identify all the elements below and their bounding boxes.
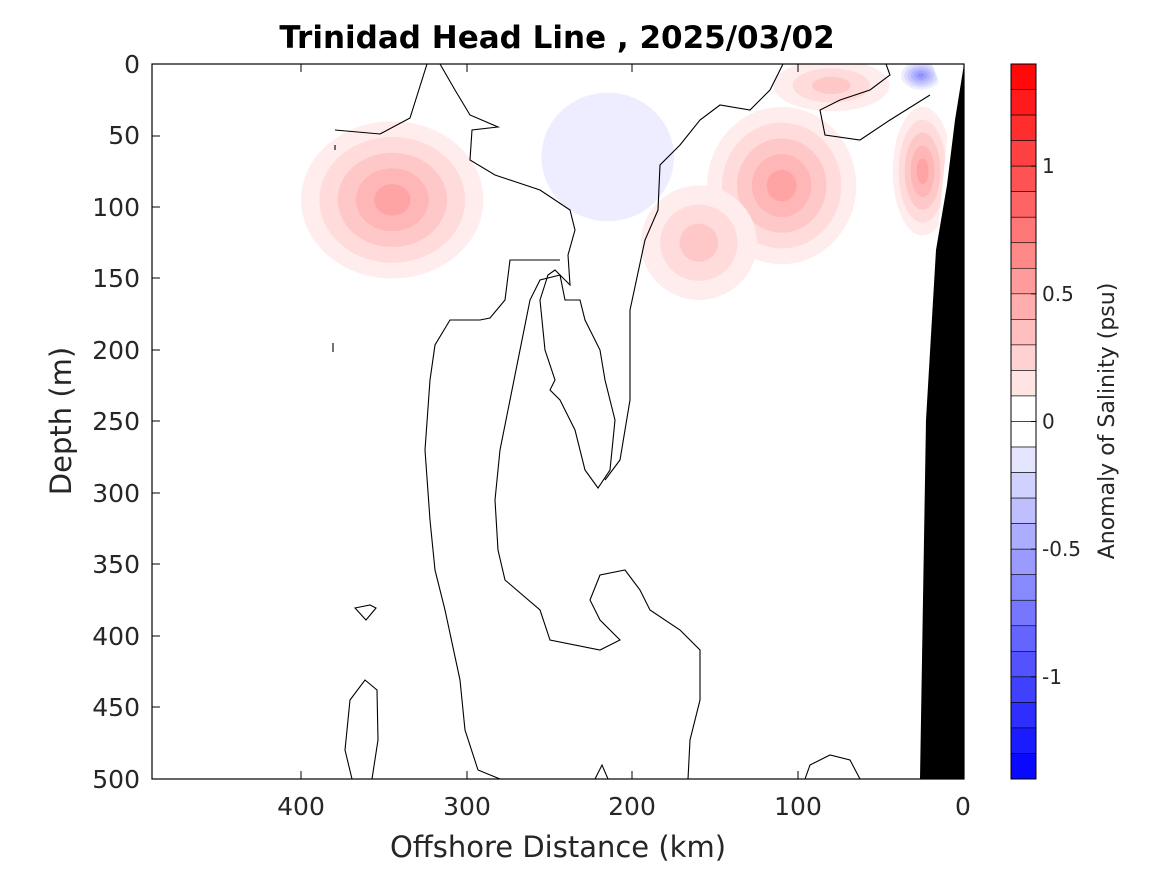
colorbar-cell	[1010, 63, 1037, 90]
anomaly-patch	[766, 169, 797, 202]
zero-contour-line	[604, 64, 784, 481]
bathymetry-shelf	[920, 64, 964, 779]
zero-contour-line	[819, 64, 931, 141]
zero-contour-line	[804, 754, 861, 779]
colorbar-cell	[1010, 319, 1037, 346]
colorbar-cell	[1010, 370, 1037, 397]
colorbar-cell	[1010, 548, 1037, 576]
colorbar-cell	[1010, 165, 1037, 192]
colorbar-cell	[1010, 727, 1037, 754]
anomaly-patches	[301, 64, 953, 300]
y-tick-label: 500	[92, 765, 140, 794]
zero-contour-line	[353, 604, 377, 621]
colorbar-cell	[1010, 651, 1037, 678]
colorbar-tick-label: 1	[1042, 154, 1055, 178]
anomaly-patch	[374, 184, 411, 216]
zero-contour-line	[439, 64, 701, 779]
colorbar-cell	[1010, 242, 1037, 269]
y-tick-label: 150	[92, 264, 140, 293]
y-tick-label: 50	[108, 121, 140, 150]
colorbar-cell	[1010, 293, 1037, 320]
colorbar-cell	[1010, 676, 1037, 703]
colorbar-cell	[1010, 523, 1037, 550]
zero-contours	[332, 64, 931, 779]
colorbar-cell	[1010, 599, 1037, 627]
y-axis: 0 50 100 150 200 250 300 350 400 450 500…	[44, 50, 140, 794]
colorbar-ticks: -1 -0.5 0 0.5 1	[1031, 154, 1081, 689]
y-tick-label: 0	[124, 50, 140, 79]
anomaly-patch	[917, 73, 925, 78]
y-tick-label: 350	[92, 550, 140, 579]
colorbar-cell	[1010, 395, 1037, 422]
y-tick-label: 250	[92, 407, 140, 436]
x-tick-label: 300	[443, 792, 491, 821]
y-tick-label: 400	[92, 622, 140, 651]
y-axis-label: Depth (m)	[44, 347, 78, 495]
colorbar-cell	[1010, 472, 1037, 499]
x-tick-label: 400	[277, 792, 325, 821]
colorbar-label: Anomaly of Salinity (psu)	[1095, 283, 1120, 560]
colorbar-cell	[1010, 140, 1037, 167]
zero-contour-line	[594, 763, 609, 779]
anomaly-patch	[541, 92, 674, 222]
colorbar-cell	[1010, 89, 1037, 116]
colorbar-cell	[1010, 446, 1037, 473]
anomaly-patch	[679, 223, 719, 262]
y-tick-label: 100	[92, 193, 140, 222]
plot-area	[151, 63, 965, 780]
colorbar-cell	[1010, 702, 1037, 729]
colorbar-cell	[1010, 625, 1037, 652]
x-axis: 400 300 200 100 0 Offshore Distance (km)	[277, 792, 971, 864]
anomaly-patch	[916, 158, 929, 185]
zero-contour-line	[424, 259, 560, 779]
tick-marks	[152, 63, 964, 779]
colorbar-cell	[1010, 191, 1037, 218]
colorbar-cells	[1010, 63, 1037, 780]
x-tick-label: 200	[608, 792, 656, 821]
anomaly-patch	[812, 76, 851, 95]
x-axis-label: Offshore Distance (km)	[390, 830, 726, 864]
colorbar-cell	[1010, 421, 1037, 448]
colorbar-cell	[1010, 114, 1037, 141]
colorbar: -1 -0.5 0 0.5 1 Anomaly of Salinity (psu)	[1010, 63, 1120, 780]
y-tick-label: 300	[92, 479, 140, 508]
colorbar-cell	[1010, 267, 1037, 295]
x-tick-label: 100	[774, 792, 822, 821]
colorbar-cell	[1010, 497, 1037, 524]
x-tick-label: 0	[955, 792, 971, 821]
colorbar-tick-label: 0	[1042, 410, 1055, 434]
colorbar-cell	[1010, 574, 1037, 601]
colorbar-cell	[1010, 216, 1037, 244]
zero-contour-line	[344, 679, 379, 779]
y-tick-label: 200	[92, 336, 140, 365]
colorbar-tick-label: -1	[1042, 665, 1062, 689]
y-tick-label: 450	[92, 693, 140, 722]
colorbar-cell	[1010, 753, 1037, 780]
chart-title: Trinidad Head Line , 2025/03/02	[279, 20, 834, 56]
colorbar-tick-label: -0.5	[1042, 537, 1081, 561]
colorbar-tick-label: 0.5	[1042, 282, 1074, 306]
zero-contour-line	[334, 64, 428, 135]
colorbar-cell	[1010, 344, 1037, 371]
